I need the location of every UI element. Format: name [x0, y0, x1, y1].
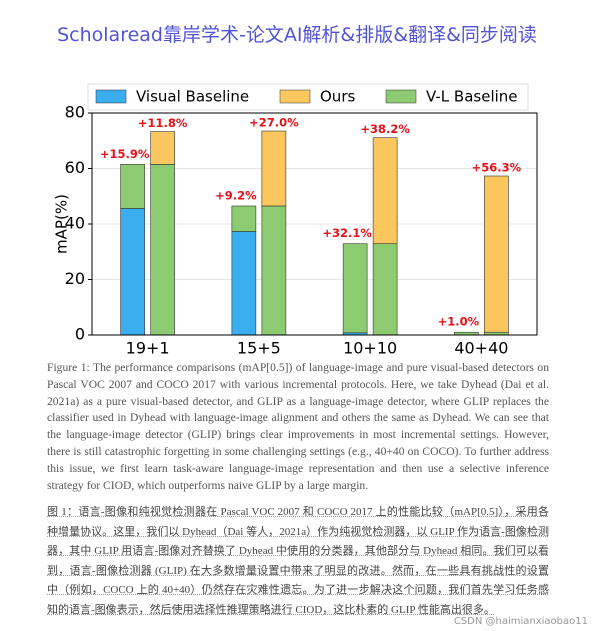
- bar-segment: [372, 137, 398, 245]
- bar-segment: [484, 175, 509, 333]
- bar-segment: [231, 205, 257, 232]
- x-tick-label: 10+10: [343, 339, 397, 358]
- data-label: +11.8%: [138, 116, 188, 130]
- caption-english: Figure 1: The performance comparisons (m…: [47, 361, 549, 492]
- y-tick-label: 60: [65, 158, 85, 177]
- data-label: +15.9%: [100, 147, 150, 161]
- bar-segment: [342, 243, 368, 334]
- legend-label: V-L Baseline: [426, 88, 518, 106]
- bar-segment: [372, 243, 398, 336]
- bar-segment: [261, 130, 287, 207]
- plot-frame: [91, 112, 538, 336]
- legend-swatch: [385, 89, 417, 104]
- y-tick-label: 80: [65, 103, 85, 122]
- chart: 0 20 40 60 80 mAP(%) +15.9% +11.8% 19+1 +9.2% +27.…: [53, 83, 538, 358]
- y-tick-label: 0: [75, 325, 85, 344]
- x-tick-label: 15+5: [237, 339, 281, 358]
- data-label: +1.0%: [438, 315, 480, 329]
- y-tick-label: 20: [65, 269, 85, 288]
- watermark: CSDN @haimianxiaobao11: [453, 616, 588, 627]
- caption-chinese: 图 1：语言-图像和纯视觉检测器在 Pascal VOC 2007 和 COCO…: [47, 506, 549, 616]
- header-title: Scholaread靠岸学术-论文AI解析&排版&翻译&同步阅读: [57, 24, 537, 46]
- data-label: +27.0%: [249, 116, 299, 130]
- y-tick-label: 40: [65, 214, 85, 233]
- bar-segment: [261, 205, 287, 336]
- legend-label: Visual Baseline: [136, 88, 249, 106]
- legend-swatch: [95, 89, 127, 104]
- bar-segment: [150, 164, 175, 336]
- bar-segment: [120, 208, 145, 336]
- data-label: +56.3%: [472, 160, 522, 174]
- bar-segment: [231, 231, 257, 336]
- data-label: +32.1%: [322, 226, 372, 240]
- data-label: +9.2%: [215, 188, 257, 202]
- y-axis-label: mAP(%): [53, 194, 71, 254]
- x-tick-label: 40+40: [454, 339, 508, 358]
- bar-segment: [150, 131, 175, 165]
- legend-label: Ours: [320, 88, 355, 106]
- bar-segment: [120, 164, 145, 209]
- legend-swatch: [279, 89, 311, 104]
- x-tick-label: 19+1: [126, 339, 170, 358]
- data-label: +38.2%: [360, 122, 410, 136]
